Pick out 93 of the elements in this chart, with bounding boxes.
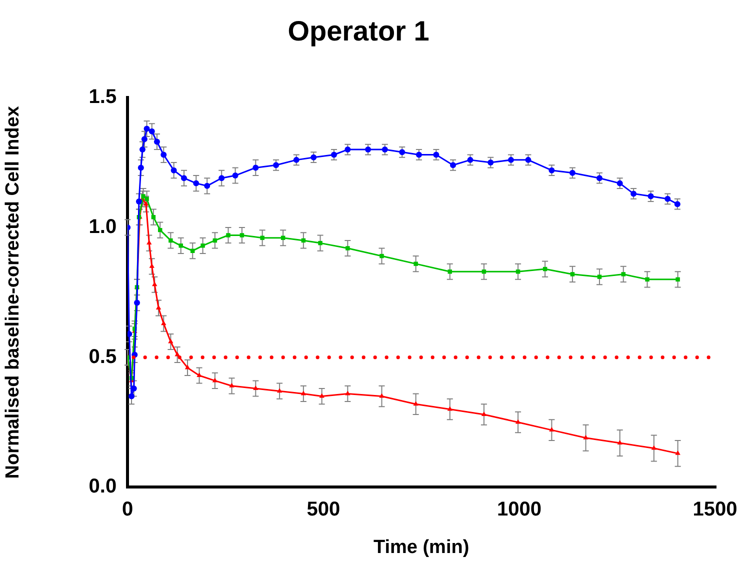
point [180, 175, 187, 182]
point [597, 274, 602, 279]
point [570, 272, 575, 276]
point [488, 160, 494, 166]
point [184, 364, 190, 370]
point [144, 196, 149, 202]
point [645, 277, 650, 282]
point [253, 386, 258, 390]
point [128, 330, 132, 337]
point [168, 238, 173, 243]
point [204, 182, 210, 189]
point [148, 128, 155, 134]
point [664, 196, 671, 202]
point [525, 156, 532, 163]
point [515, 419, 521, 424]
point [330, 152, 337, 158]
point [128, 393, 135, 400]
point [141, 136, 148, 142]
point [170, 167, 177, 174]
point [621, 272, 626, 276]
y-tick-label: 0.5 [88, 346, 117, 368]
point [675, 450, 680, 455]
point [481, 411, 487, 416]
point [548, 167, 555, 174]
x-axis-title: Time (min) [373, 536, 470, 558]
point [344, 146, 351, 153]
point [144, 126, 150, 132]
point [300, 390, 306, 396]
point [617, 440, 622, 445]
point [154, 138, 160, 145]
point [161, 320, 166, 326]
point [260, 236, 264, 240]
point [190, 248, 195, 253]
point [293, 156, 300, 163]
x-tick-label: 1000 [496, 498, 542, 521]
point [379, 393, 384, 398]
point [447, 406, 452, 411]
point [569, 170, 576, 176]
point [276, 388, 282, 393]
y-tick-label: 0.0 [88, 476, 117, 498]
y-axis-title: Normalised baseline-corrected Cell Index [2, 106, 24, 479]
point [252, 164, 259, 171]
point [138, 164, 144, 171]
point [450, 162, 456, 168]
point [674, 201, 680, 208]
point [156, 304, 162, 310]
point [139, 146, 146, 153]
point [416, 152, 422, 158]
point [399, 149, 406, 156]
y-tick-label: 1.5 [88, 86, 117, 108]
point [346, 246, 350, 250]
point [193, 180, 200, 186]
point [380, 254, 384, 258]
point [212, 378, 218, 382]
point [200, 244, 205, 248]
point [413, 401, 418, 406]
point [319, 393, 324, 398]
point [508, 156, 514, 163]
point [414, 262, 418, 266]
point [280, 236, 286, 240]
point [467, 156, 474, 163]
point [146, 240, 152, 245]
point [630, 190, 637, 197]
point [160, 152, 167, 158]
point [218, 175, 225, 182]
x-tick-label: 500 [306, 498, 340, 521]
point [232, 172, 238, 179]
point [318, 240, 322, 246]
point [433, 152, 440, 158]
point [549, 427, 554, 432]
x-tick-label: 1500 [692, 498, 738, 521]
point [273, 162, 280, 168]
point [229, 382, 234, 388]
point [178, 244, 183, 248]
point [152, 282, 158, 286]
point [134, 300, 140, 306]
point [596, 175, 602, 182]
point [136, 198, 142, 204]
chart-title: Operator 1 [288, 16, 430, 47]
point [240, 233, 244, 238]
point [648, 193, 654, 200]
point [365, 146, 372, 153]
point [382, 146, 388, 153]
point [226, 233, 230, 238]
point [310, 154, 317, 160]
point [196, 372, 202, 378]
point [583, 434, 588, 440]
x-tick-label: 0 [122, 498, 134, 521]
point [143, 201, 149, 206]
y-tick-label: 1.0 [88, 216, 117, 238]
point [616, 180, 623, 186]
point [149, 263, 154, 268]
point [676, 277, 680, 282]
